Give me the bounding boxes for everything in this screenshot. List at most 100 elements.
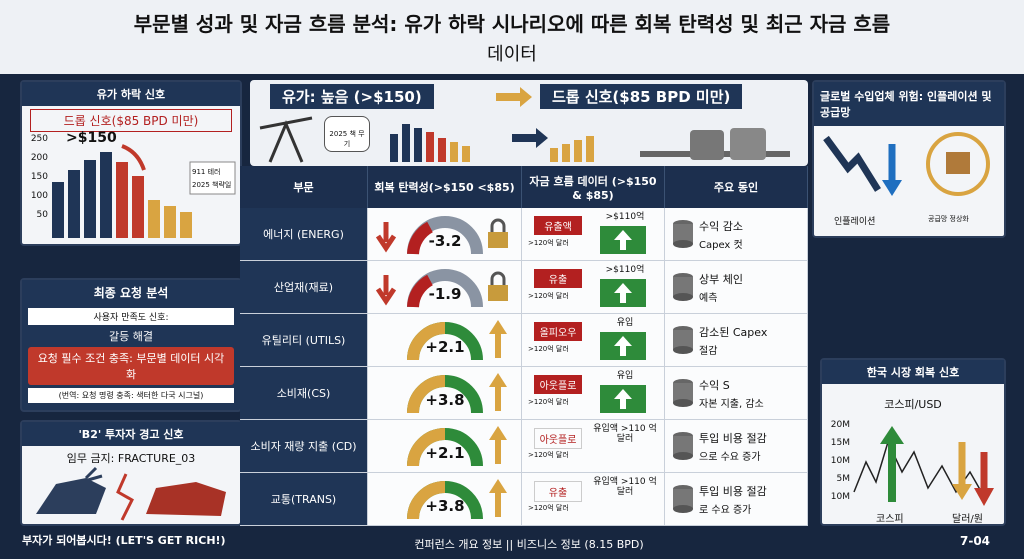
icon	[673, 273, 693, 301]
translation: (번역: 요청 명령 충족: 색터한 다국 시그널)	[28, 388, 234, 403]
y-tick-label: 200	[30, 153, 48, 163]
note: 2025 책략일	[192, 181, 232, 189]
driver-cell: 수익 감소 Capex 컷	[665, 208, 808, 261]
oil-panel: 유가 하락 신호 드롭 신호($85 BPD 미만) >$150 250 200 1…	[20, 80, 242, 246]
bubble: 2025 책 무기	[324, 116, 370, 152]
driver-cell: 수익 S 자본 지출, 감소	[665, 367, 808, 420]
gauge	[375, 216, 508, 255]
driver: 예측	[699, 293, 718, 304]
label: 공급망 정상화	[928, 215, 969, 223]
y-tick-label: 100	[30, 191, 48, 201]
score: +2.1	[425, 338, 465, 356]
gauge	[375, 269, 508, 308]
y-tick-label: 20M	[830, 420, 850, 430]
driver: 감소된 Capex	[699, 326, 768, 339]
banner: 유가: 높음 (>$150) 드롭 신호($85 BPD 미만) 2025 책 …	[250, 80, 808, 166]
y-tick-label: 150	[30, 172, 48, 182]
gauge-cell: +2.1	[368, 314, 522, 367]
import-art	[823, 132, 990, 196]
bull-bear	[36, 466, 226, 521]
outflow: 아웃플로	[534, 428, 582, 449]
driver: 으로 수요 증가	[699, 452, 761, 463]
panel-title: 'B2' 투자자 경고 신호	[22, 422, 240, 446]
icon	[673, 220, 693, 248]
korea-chart	[853, 426, 994, 506]
driver: 자본 지출, 감소	[699, 399, 764, 410]
title: 부문별 성과 및 자금 흐름 분석: 유가 하락 시나리오에 따른 회복 탄력성…	[133, 12, 891, 36]
y-tick-label: 10M	[830, 456, 850, 466]
driver: Capex 컷	[699, 240, 743, 251]
banner-left: 유가: 높음 (>$150)	[270, 84, 434, 109]
panel-title: 유가 하락 신호	[22, 82, 240, 106]
y-tick-label: 15M	[830, 438, 850, 448]
gauge	[407, 479, 507, 520]
sector-cell: 소비재(CS)	[240, 367, 368, 420]
label: 사용자 만족도 신호:	[28, 308, 234, 325]
icon	[673, 326, 693, 354]
icon	[673, 379, 693, 407]
footer-text: 컨퍼런스 개요 정보 || 비즈니스 정보 (8.15 BPD)	[414, 538, 644, 551]
inflow: 유입액 >110 억 달러	[593, 477, 657, 497]
column-header: 주요 동인	[665, 166, 808, 208]
outflow: 유출	[534, 269, 582, 288]
inflow-arrow	[600, 226, 646, 254]
sector-cell: 유틸리티 (UTILS)	[240, 314, 368, 367]
label: 코스피	[876, 514, 904, 525]
driver: 투입 비용 절감	[699, 432, 767, 445]
flow-cell: 아웃플로 >120억 달러 유입액 >110 억 달러	[522, 420, 665, 473]
score: -3.2	[428, 232, 462, 250]
flow-cell: 유출 >120억 달러 >$110억	[522, 261, 665, 314]
warning-text: 임무 금지: FRACTURE_03	[66, 452, 196, 465]
header: 부문별 성과 및 자금 흐름 분석: 유가 하락 시나리오에 따른 회복 탄력성…	[0, 0, 1024, 74]
gauge-cell: -1.9	[368, 261, 522, 314]
gauge-cell: +3.8	[368, 367, 522, 420]
request-panel: 최종 요청 분석 사용자 만족도 신호: 갈등 해결 요청 필수 조건 충족: …	[20, 278, 242, 412]
inflow-arrow	[600, 332, 646, 360]
gauge	[407, 426, 507, 467]
outflow: 유출	[534, 481, 582, 502]
table: 부문 회복 탄력성(>$150 <$85) 자금 흐름 데이터 (>$150 & $…	[240, 166, 808, 526]
oil-chart	[52, 144, 236, 238]
inflow: >$110억	[605, 265, 645, 275]
flow-cell: 유출액 >120억 달러 >$110억	[522, 208, 665, 261]
outflow-sub: >120억 달러	[528, 345, 569, 353]
panel-title: 최종 요청 분석	[22, 280, 240, 305]
sector-cell: 에너지 (ENERG)	[240, 208, 368, 261]
inflow: 유입	[616, 371, 634, 381]
banner-right: 드롭 신호($85 BPD 미만)	[540, 84, 743, 109]
gauge-cell: +3.8	[368, 473, 522, 526]
y-axis: 20M 15M 10M 5M 10M	[824, 420, 850, 510]
sector-cell: 교통(TRANS)	[240, 473, 368, 526]
condition: 요청 필수 조건 충족: 부문별 데이터 시각화	[28, 347, 234, 385]
y-tick-label: 50	[36, 210, 48, 220]
score: +2.1	[425, 444, 465, 462]
score: +3.8	[425, 497, 465, 515]
label: 인플레이션	[834, 217, 876, 227]
outflow-sub: >120억 달러	[528, 504, 569, 512]
outflow: 아웃플로	[534, 375, 582, 394]
driver-cell: 투입 비용 절감 로 수요 증가	[665, 473, 808, 526]
inflow: 유입액 >110 억 달러	[593, 424, 657, 444]
column-header: 회복 탄력성(>$150 <$85)	[368, 166, 522, 208]
flow-cell: 올피오우 >120억 달러 유입	[522, 314, 665, 367]
page-number: 7-04	[960, 534, 991, 548]
outflow-sub: >120억 달러	[528, 292, 569, 300]
score: +3.8	[425, 391, 465, 409]
y-axis: 250 200 150 100 50	[24, 134, 48, 229]
gauge	[407, 373, 507, 414]
driver: 투입 비용 절감	[699, 485, 767, 498]
note: 911 테러	[192, 168, 221, 176]
panel-title: 글로벌 수입업체 위험: 인플레이션 및 공급망	[814, 82, 1004, 126]
gauge-cell: +2.1	[368, 420, 522, 473]
korea-panel: 한국 시장 회복 신호 코스피/USD 20M 15M 10M 5M 10M 코스피 달…	[820, 358, 1006, 526]
flow-cell: 아웃플로 >120억 달러 유입	[522, 367, 665, 420]
driver: 수익 감소	[699, 220, 743, 233]
import-panel: 글로벌 수입업체 위험: 인플레이션 및 공급망 인플레이션 공급망 정상화	[812, 80, 1006, 238]
outflow-sub: >120억 달러	[528, 239, 569, 247]
driver: 절감	[699, 346, 718, 357]
label: 달러/원	[952, 514, 983, 525]
gauge	[407, 320, 507, 361]
inflow: >$110억	[605, 212, 645, 222]
